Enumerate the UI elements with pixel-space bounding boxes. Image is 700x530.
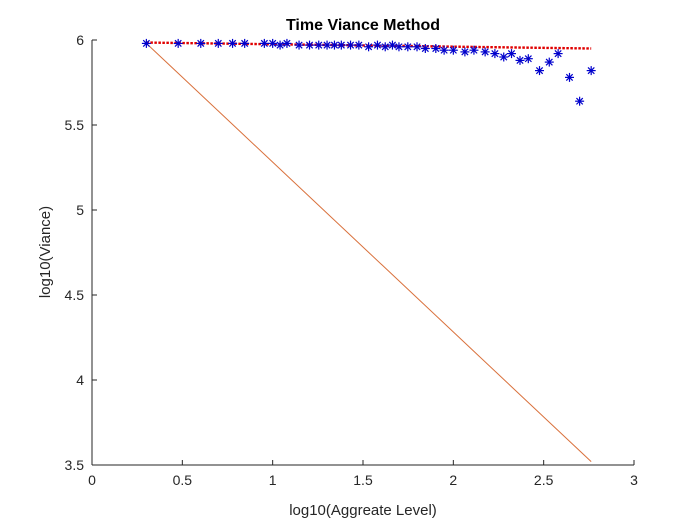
data-point [336,40,346,50]
data-point [141,38,151,48]
x-tick-label: 2.5 [534,472,554,488]
y-axis-label: log10(Viance) [37,206,54,298]
data-point [282,38,292,48]
data-point [268,38,278,48]
data-point [565,72,575,82]
x-axis-label: log10(Aggreate Level) [289,502,437,519]
data-point [354,40,364,50]
x-tick-label: 1.5 [353,472,373,488]
data-point [372,40,382,50]
data-point [420,44,430,53]
data-point [275,40,285,50]
data-point [387,40,397,50]
y-tick-label: 5.5 [65,117,85,133]
y-tick-label: 3.5 [65,457,85,473]
data-point [403,42,413,52]
data-point [553,49,563,59]
x-tick-label: 3 [630,472,638,488]
y-tick-label: 4 [76,372,84,388]
chart-title: Time Viance Method [286,17,440,34]
data-point [346,40,356,50]
y-tick-label: 5 [76,202,84,218]
x-tick-label: 0.5 [173,472,193,488]
data-point [173,38,183,48]
data-point [305,40,315,50]
data-point [228,38,238,48]
data-point [575,96,585,106]
data-point [394,42,404,52]
data-point [294,40,304,50]
data-point [439,45,449,55]
x-tick-label: 2 [449,472,457,488]
x-tick-label: 1 [269,472,277,488]
data-point [480,47,490,57]
data-point [490,49,500,59]
data-point [431,44,441,53]
data-point [586,66,596,76]
data-point [523,54,533,64]
data-point [259,38,269,48]
data-point [314,40,324,50]
series-layer [141,38,596,462]
y-tick-label: 4.5 [65,287,85,303]
data-point [380,42,390,52]
data-point [469,45,479,55]
data-point [412,42,422,52]
data-point [499,52,509,62]
data-point [364,42,374,52]
x-tick-label: 0 [88,472,96,488]
reference-line [146,43,592,462]
plot-area [92,40,634,465]
data-point [544,57,554,67]
x-axis-ticks: 0 0.5 1 1.5 2 2.5 3 [88,460,638,488]
data-point [535,66,545,76]
data-point [240,38,250,48]
data-point [448,45,458,55]
data-point [460,47,470,57]
data-point [196,38,206,48]
data-point [507,49,517,59]
y-tick-label: 6 [76,32,84,48]
data-point [515,55,525,65]
data-point [213,38,223,48]
